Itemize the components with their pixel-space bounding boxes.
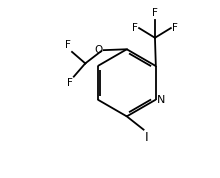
Text: N: N [157,95,166,105]
Text: F: F [152,8,158,18]
Text: F: F [65,40,71,50]
Text: I: I [145,131,149,144]
Text: F: F [132,23,138,33]
Text: F: F [67,78,73,88]
Text: F: F [172,23,178,33]
Text: O: O [95,45,103,55]
